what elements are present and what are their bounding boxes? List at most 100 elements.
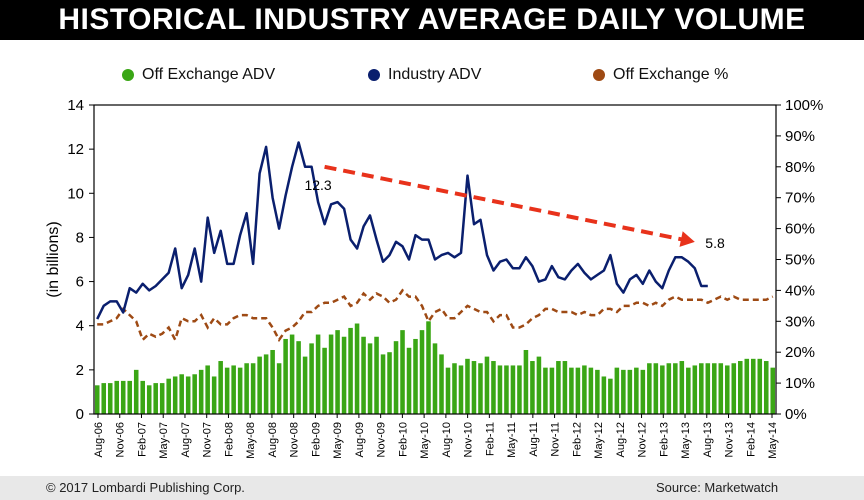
bar — [107, 383, 113, 414]
bar — [614, 367, 620, 414]
bar — [647, 363, 652, 414]
y2-tick-label: 0% — [785, 406, 807, 423]
bar — [153, 383, 158, 414]
bar — [309, 343, 314, 414]
bar — [660, 365, 665, 414]
x-tick-label: Feb-10 — [397, 422, 409, 457]
bar — [283, 338, 288, 414]
bar — [413, 338, 418, 414]
bar — [198, 369, 204, 414]
y-tick-label: 10 — [67, 185, 84, 202]
bar — [497, 365, 503, 414]
bar — [192, 374, 197, 414]
bar — [406, 347, 412, 414]
legend-swatch — [122, 69, 134, 81]
y2-tick-label: 100% — [785, 97, 823, 114]
legend-label: Off Exchange % — [613, 66, 729, 83]
copyright-text: © 2017 Lombardi Publishing Corp. — [46, 480, 245, 495]
x-tick-label: Aug-07 — [180, 422, 192, 457]
bar — [595, 369, 600, 414]
x-tick-label: May-10 — [419, 422, 431, 459]
y2-tick-label: 70% — [785, 190, 815, 207]
legend-label: Industry ADV — [388, 66, 482, 83]
x-tick-label: Nov-12 — [637, 422, 649, 457]
x-tick-label: May-08 — [245, 422, 257, 459]
bar — [523, 349, 529, 414]
legend-swatch — [368, 69, 380, 81]
bar — [510, 365, 516, 414]
legend-label: Off Exchange ADV — [142, 66, 276, 83]
trend-arrow-head — [679, 231, 695, 247]
bar — [211, 376, 217, 414]
bar — [744, 358, 750, 414]
y-tick-label: 12 — [67, 141, 84, 158]
bar — [205, 365, 210, 414]
chart-area: 0 2 4 6 8 10 12 14 0% 10% 20% 30% 40% 50% 60% 70% 80% 90%… — [45, 97, 823, 459]
bar — [575, 367, 581, 414]
x-tick-label: Nov-13 — [724, 422, 736, 457]
bar — [231, 365, 236, 414]
bar — [361, 336, 366, 414]
x-tick-label: Aug-12 — [615, 422, 627, 457]
bar — [380, 354, 386, 414]
y2-tick-label: 50% — [785, 252, 815, 269]
y2-tick-label: 80% — [785, 159, 815, 176]
x-tick-label: Nov-10 — [463, 422, 475, 457]
bar — [718, 363, 724, 414]
bar — [549, 367, 555, 414]
bar — [699, 363, 704, 414]
y2-tick-label: 90% — [785, 128, 815, 145]
bar — [335, 330, 340, 414]
bar — [705, 363, 711, 414]
bar — [569, 367, 574, 414]
bar — [94, 385, 100, 414]
bar — [374, 336, 379, 414]
bar — [393, 341, 399, 414]
y2-tick-label: 60% — [785, 221, 815, 238]
bar — [679, 361, 685, 414]
bar — [302, 356, 308, 414]
bar — [276, 363, 282, 414]
bar — [556, 361, 561, 414]
bar — [140, 380, 145, 414]
bar — [757, 358, 763, 414]
bar — [341, 336, 347, 414]
y-tick-label: 6 — [76, 274, 84, 291]
bar — [114, 380, 120, 414]
y-tick-label: 14 — [67, 97, 84, 114]
bar — [289, 334, 295, 414]
x-tick-label: Nov-11 — [550, 422, 562, 457]
x-tick-label: Feb-08 — [223, 422, 235, 457]
bar — [640, 369, 646, 414]
bar — [419, 330, 425, 414]
x-tick-label: Feb-09 — [310, 422, 322, 457]
trend-arrow-line — [324, 164, 690, 243]
x-tick-label: Nov-06 — [115, 422, 127, 457]
bar — [400, 330, 405, 414]
legend-item-industry-adv: Industry ADV — [368, 66, 481, 84]
y2-tick-label: 20% — [785, 344, 815, 361]
chart-title: HISTORICAL INDUSTRY AVERAGE DAILY VOLUME — [0, 0, 864, 40]
x-tick-label: Nov-08 — [289, 422, 301, 457]
legend-item-off-exchange-adv: Off Exchange ADV — [122, 66, 275, 84]
x-tick-label: May-11 — [506, 422, 518, 458]
bar — [634, 367, 639, 414]
y-tick-label: 0 — [76, 406, 84, 423]
bar — [224, 367, 230, 414]
x-tick-label: May-14 — [767, 422, 779, 459]
x-tick-label: Feb-07 — [136, 422, 148, 457]
bar — [452, 363, 457, 414]
bar — [328, 334, 334, 414]
x-tick-label: Aug-13 — [702, 422, 714, 457]
bar — [354, 323, 360, 414]
plot-frame — [93, 104, 777, 415]
y-tick-label: 2 — [76, 362, 84, 379]
bar — [432, 343, 438, 414]
bar — [770, 367, 776, 414]
bar — [543, 367, 548, 414]
y-tick-label: 4 — [76, 318, 84, 335]
bar — [218, 361, 223, 414]
bar — [627, 369, 633, 414]
x-tick-label: May-07 — [158, 422, 170, 459]
bar — [250, 363, 256, 414]
